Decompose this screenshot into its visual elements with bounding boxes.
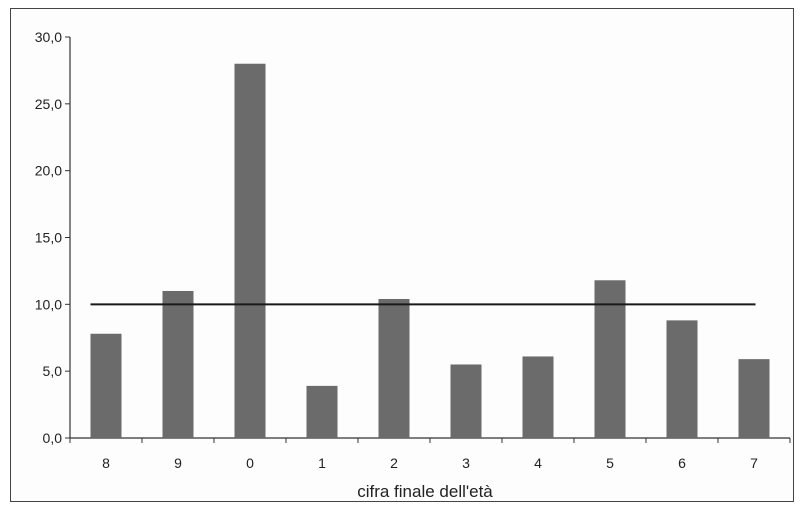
x-axis-label: cifra finale dell'età — [357, 482, 493, 501]
x-tick-label: 0 — [246, 455, 254, 471]
x-tick-label: 4 — [534, 455, 542, 471]
y-tick-label: 30,0 — [35, 29, 62, 45]
x-tick-label: 5 — [606, 455, 614, 471]
y-tick-label: 10,0 — [35, 296, 62, 312]
bar — [450, 364, 482, 438]
x-tick-label: 1 — [318, 455, 326, 471]
bar — [90, 333, 122, 438]
bars — [90, 63, 770, 438]
x-tick-label: 8 — [102, 455, 110, 471]
y-tick-labels: 0,0 5,0 10,0 15,0 20,0 25,0 30,0 — [35, 29, 62, 446]
bar — [522, 356, 554, 438]
y-tick-label: 0,0 — [43, 430, 63, 446]
x-tick-labels: 8 9 0 1 2 3 4 5 6 7 — [102, 455, 758, 471]
bar — [306, 385, 338, 438]
y-tick-label: 15,0 — [35, 230, 62, 246]
y-tick-label: 25,0 — [35, 96, 62, 112]
bar — [234, 63, 266, 438]
y-tick-label: 20,0 — [35, 163, 62, 179]
bar — [162, 290, 194, 438]
bar — [738, 359, 770, 438]
x-tick-label: 7 — [750, 455, 758, 471]
y-tick-label: 5,0 — [43, 363, 63, 379]
x-tick-label: 9 — [174, 455, 182, 471]
bar — [594, 280, 626, 438]
bar — [378, 298, 410, 438]
x-tick-label: 3 — [462, 455, 470, 471]
x-tick-label: 6 — [678, 455, 686, 471]
bar — [666, 320, 698, 438]
x-tick-label: 2 — [390, 455, 398, 471]
